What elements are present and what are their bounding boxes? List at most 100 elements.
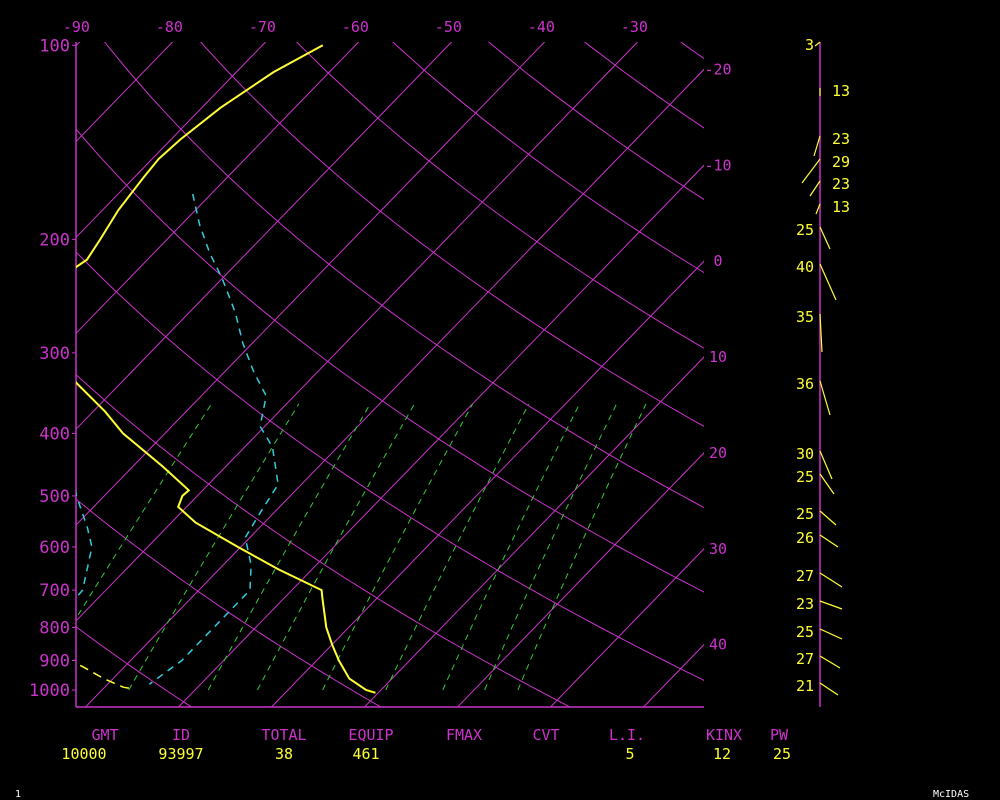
index-header: L.I. [609, 726, 645, 744]
series-2-line [76, 487, 93, 600]
wind-speed-label: 23 [832, 175, 850, 193]
index-value: 38 [275, 745, 293, 763]
dry-adiabat-line [76, 626, 193, 707]
wind-speed-label: 23 [832, 130, 850, 148]
isotherm-line [76, 42, 267, 239]
wind-speed-label: 21 [796, 677, 814, 695]
isotherm-line [642, 643, 704, 707]
wind-speed-label: 23 [796, 595, 814, 613]
wind-barb [819, 263, 837, 301]
wind-speed-label: 30 [796, 445, 814, 463]
isotherm-line [363, 356, 704, 707]
dry-adiabat-line [296, 42, 704, 349]
right-temperature-label: 0 [713, 252, 722, 270]
wind-speed-label: 27 [796, 567, 814, 585]
wind-speed-label: 36 [796, 375, 814, 393]
isotherm-line [456, 452, 704, 707]
footer-right: McIDAS [933, 789, 969, 800]
right-temperature-label: 10 [709, 348, 727, 366]
dry-adiabat-line [392, 42, 704, 274]
top-temperature-label: -40 [528, 18, 555, 36]
wind-barb [814, 41, 821, 47]
series-1-line [148, 193, 279, 685]
pressure-tick-label: 700 [39, 581, 70, 601]
index-header: ID [172, 726, 190, 744]
pressure-tick-label: 1000 [29, 681, 70, 701]
index-header: FMAX [446, 726, 482, 744]
data-lines [76, 44, 376, 694]
mixing-ratio-line [517, 403, 647, 691]
wind-barb [819, 473, 835, 495]
index-header: KINX [706, 726, 742, 744]
right-temperature-label: -20 [704, 60, 731, 78]
wind-barb [819, 226, 831, 250]
isotherm-line [76, 42, 546, 526]
index-value: 461 [352, 745, 379, 763]
series-0-line [76, 44, 376, 694]
isotherm-line [0, 16, 12, 717]
wind-barb [815, 203, 821, 215]
mixing-ratio-line [442, 403, 580, 691]
wind-speed-label: 13 [832, 198, 850, 216]
dry-adiabat-line [832, 16, 1000, 717]
pressure-tick-label: 600 [39, 538, 70, 558]
pressure-tick-label: 800 [39, 619, 70, 639]
isotherm-line [84, 68, 704, 707]
wind-barb [819, 510, 837, 526]
isotherm-line [76, 42, 360, 335]
isotherm-line [727, 16, 1000, 717]
isotherm-line [76, 42, 81, 47]
index-header: PW [770, 726, 789, 744]
dry-adiabat-line [488, 42, 704, 200]
wind-barb [809, 180, 821, 197]
top-temperature-label: -30 [621, 18, 648, 36]
wind-barb [813, 135, 821, 157]
index-header: CVT [532, 726, 559, 744]
wind-barb [819, 628, 843, 640]
dry-adiabat-line [76, 374, 572, 707]
dry-adiabat-line [200, 42, 704, 427]
pressure-tick-label: 100 [39, 36, 70, 56]
wind-barb [819, 655, 841, 669]
mixing-ratio-line [256, 403, 415, 691]
wind-speed-label: 25 [796, 505, 814, 523]
plot-frame [72, 42, 821, 708]
right-temperature-label: 30 [709, 540, 727, 558]
dry-adiabat-line [583, 42, 704, 129]
dry-adiabat-line [76, 498, 382, 707]
dry-adiabat-line [926, 16, 1000, 717]
index-value: 12 [713, 745, 731, 763]
mixing-ratio-line [128, 403, 300, 691]
wind-barb [819, 534, 839, 548]
dry-adiabat-line [104, 42, 704, 509]
right-temperature-label: -10 [704, 156, 731, 174]
isotherm-line [76, 42, 174, 143]
wind-speed-label: 13 [832, 82, 850, 100]
wind-speed-label: 35 [796, 308, 814, 326]
right-temperature-label: 40 [709, 636, 727, 654]
wind-barb [819, 572, 843, 588]
index-value: 10000 [61, 745, 106, 763]
isotherm-line [549, 548, 704, 707]
wind-speed-label: 40 [796, 258, 814, 276]
mixing-ratio-line [76, 403, 212, 620]
wind-column: 3 13 23 29 23 13 25 40 35 36 30 25 25 26 27 23 25 27 21 [796, 36, 850, 696]
dry-adiabat-line [76, 251, 704, 681]
wind-barb [801, 158, 821, 184]
mixing-ratio-line [207, 403, 371, 691]
index-header: TOTAL [261, 726, 306, 744]
wind-speed-label: 25 [796, 468, 814, 486]
dry-adiabat-line [739, 16, 1000, 717]
indices-table: GMT ID TOTAL EQUIP FMAX CVT L.I. KINX PW 10000 939… [61, 726, 791, 763]
mixing-ratio-line [484, 403, 618, 691]
isotherm-line [76, 42, 453, 430]
wind-barb [819, 600, 843, 610]
pressure-tick-label: 400 [39, 424, 70, 444]
right-temperature-label: 20 [709, 444, 727, 462]
dry-adiabat-line [76, 128, 704, 593]
grid-lines [0, 16, 1000, 717]
footer: 1 McIDAS [15, 789, 969, 800]
wind-barb [819, 682, 839, 696]
